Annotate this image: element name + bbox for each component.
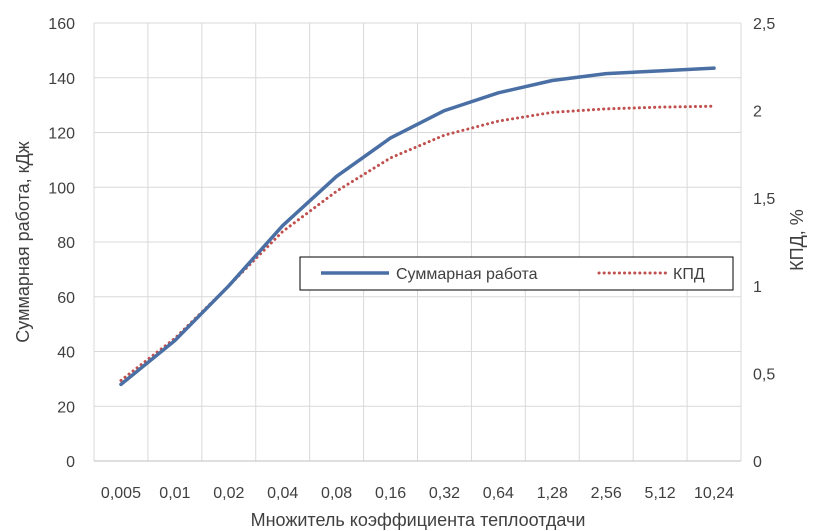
y2-tick-label: 2	[753, 104, 762, 121]
x-tick-label: 0,64	[483, 485, 514, 502]
x-tick-label: 0,01	[159, 485, 190, 502]
y-tick-label: 60	[57, 290, 75, 307]
legend-label-efficiency: КПД	[673, 266, 705, 283]
x-tick-label: 0,32	[429, 485, 460, 502]
x-axis-title: Множитель коэффициента теплоотдачи	[251, 510, 586, 530]
y2-tick-label: 1,5	[753, 191, 775, 208]
y2-tick-label: 1	[753, 279, 762, 296]
y-tick-label: 160	[48, 16, 75, 33]
x-tick-label: 5,12	[645, 485, 676, 502]
x-tick-label: 2,56	[591, 485, 622, 502]
x-tick-label: 1,28	[537, 485, 568, 502]
y-tick-label: 0	[66, 454, 75, 471]
x-tick-label: 0,08	[321, 485, 352, 502]
y2-axis-ticks: 0 0,5 1 1,5 2 2,5	[753, 16, 775, 471]
y-tick-label: 80	[57, 235, 75, 252]
y2-tick-label: 0,5	[753, 366, 775, 383]
y-tick-label: 100	[48, 180, 75, 197]
y-tick-label: 20	[57, 399, 75, 416]
x-tick-label: 0,04	[267, 485, 298, 502]
y2-tick-label: 2,5	[753, 16, 775, 33]
y-tick-label: 120	[48, 126, 75, 143]
legend: Суммарная работа КПД	[299, 256, 734, 291]
series-layer	[119, 66, 716, 387]
legend-label-work: Суммарная работа	[396, 266, 538, 283]
y-tick-label: 40	[57, 345, 75, 362]
x-tick-label: 0,005	[101, 485, 141, 502]
x-tick-label: 0,16	[375, 485, 406, 502]
y2-axis-title: КПД, %	[787, 209, 807, 271]
x-axis-ticks: 0,005 0,01 0,02 0,04 0,08 0,16 0,32 0,64 1,28 2,5…	[101, 485, 734, 502]
y-axis-title: Суммарная работа, кДж	[13, 141, 33, 342]
series-line-work	[119, 66, 716, 387]
x-tick-label: 0,02	[213, 485, 244, 502]
y-tick-label: 140	[48, 71, 75, 88]
gridlines	[93, 22, 742, 462]
x-tick-label: 10,24	[694, 485, 734, 502]
y-axis-ticks: 0 20 40 60 80 100 120 140 160	[48, 16, 75, 471]
y2-tick-label: 0	[753, 454, 762, 471]
